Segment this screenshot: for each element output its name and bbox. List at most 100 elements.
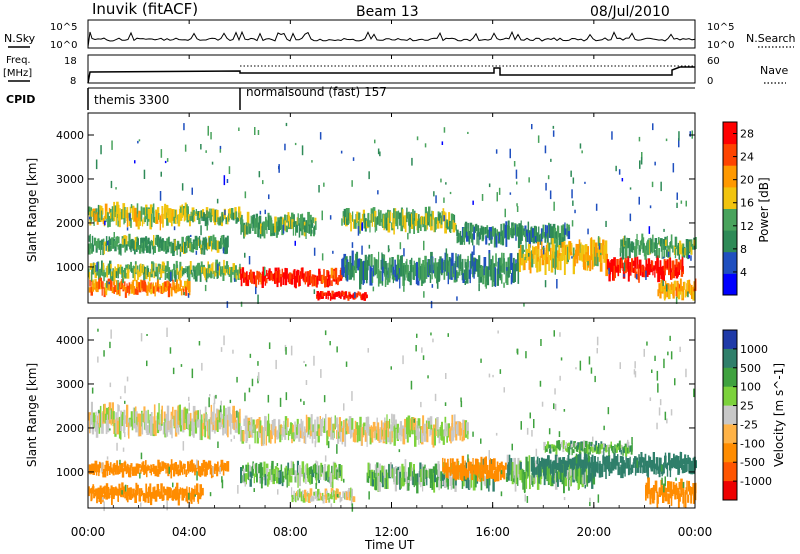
heatmap-cell — [304, 464, 307, 473]
heatmap-cell — [98, 409, 100, 414]
heatmap-cell — [241, 214, 243, 223]
heatmap-cell — [213, 467, 215, 473]
heatmap-cell — [275, 359, 277, 370]
heatmap-cell — [174, 239, 176, 251]
heatmap-cell — [213, 395, 216, 405]
heatmap-cell — [609, 444, 611, 449]
heatmap-cell — [561, 241, 565, 253]
heatmap-cell — [306, 222, 309, 233]
heatmap-cell — [524, 225, 527, 231]
heatmap-cell — [151, 416, 153, 436]
heatmap-cell — [140, 488, 143, 497]
heatmap-cell — [319, 291, 322, 298]
heatmap-cell — [204, 214, 208, 227]
heatmap-cell — [226, 301, 229, 308]
heatmap-cell — [578, 454, 581, 467]
heatmap-cell — [314, 419, 316, 433]
heatmap-cell — [561, 464, 563, 473]
heatmap-cell — [222, 247, 225, 254]
heatmap-cell — [684, 458, 688, 473]
heatmap-cell — [104, 220, 106, 226]
heatmap-cell — [543, 441, 546, 451]
heatmap-cell — [346, 420, 348, 432]
heatmap-cell — [422, 415, 425, 434]
heatmap-cell — [163, 262, 165, 270]
station-title: Inuvik (fitACF) — [92, 0, 198, 18]
heatmap-cell — [480, 225, 483, 235]
heatmap-cell — [118, 421, 120, 433]
freq-tick-top: 18 — [64, 56, 77, 67]
heatmap-cell — [309, 475, 312, 485]
heatmap-cell — [221, 211, 224, 223]
heatmap-cell — [567, 224, 570, 231]
heatmap-cell — [177, 424, 180, 435]
heatmap-cell — [349, 255, 352, 272]
heatmap-cell — [628, 262, 630, 277]
heatmap-cell — [160, 466, 162, 473]
heatmap-cell — [492, 255, 494, 270]
heatmap-cell — [129, 213, 131, 221]
heatmap-cell — [403, 248, 405, 257]
heatmap-cell — [440, 178, 442, 183]
heatmap-cell — [379, 427, 382, 439]
heatmap-cell — [293, 269, 296, 278]
heatmap-cell — [309, 429, 311, 439]
heatmap-cell — [666, 235, 668, 248]
heatmap-cell — [455, 253, 457, 268]
heatmap-cell — [286, 268, 288, 279]
heatmap-cell — [572, 200, 574, 206]
heatmap-cell — [556, 256, 559, 270]
heatmap-cell — [244, 252, 246, 258]
heatmap-cell — [287, 467, 289, 471]
heatmap-cell — [415, 213, 418, 226]
heatmap-cell — [535, 464, 538, 467]
heatmap-cell — [364, 218, 367, 232]
heatmap-cell — [385, 430, 388, 445]
heatmap-cell — [264, 209, 266, 215]
heatmap-cell — [634, 256, 636, 269]
heatmap-cell — [624, 235, 626, 246]
heatmap-cell — [172, 490, 174, 501]
heatmap-cell — [654, 463, 656, 470]
heatmap-cell — [415, 345, 417, 352]
heatmap-cell — [450, 477, 453, 490]
heatmap-cell — [447, 223, 450, 230]
heatmap-cell — [442, 457, 444, 472]
heatmap-cell — [472, 458, 474, 469]
heatmap-cell — [426, 262, 428, 276]
heatmap-cell — [266, 468, 269, 476]
colorbar-tick-label: 24 — [740, 151, 754, 164]
heatmap-cell — [223, 234, 225, 244]
heatmap-cell — [687, 454, 689, 464]
x-tick-label: 04:00 — [172, 525, 207, 539]
heatmap-cell — [549, 445, 552, 454]
heatmap-cell — [101, 239, 104, 245]
heatmap-cell — [374, 464, 377, 473]
heatmap-cell — [213, 270, 215, 279]
heatmap-cell — [201, 422, 204, 437]
heatmap-cell — [458, 255, 461, 276]
heatmap-cell — [287, 430, 290, 441]
heatmap-cell — [89, 466, 92, 475]
heatmap-cell — [363, 260, 365, 284]
heatmap-cell — [566, 470, 569, 480]
heatmap-cell — [323, 182, 325, 187]
heatmap-cell — [594, 444, 597, 451]
heatmap-cell — [337, 488, 339, 499]
heatmap-cell — [106, 486, 110, 495]
heatmap-cell — [452, 470, 455, 479]
heatmap-cell — [130, 463, 133, 468]
heatmap-cell — [262, 427, 265, 446]
heatmap-cell — [553, 460, 556, 470]
heatmap-cell — [633, 458, 635, 464]
heatmap-cell — [179, 279, 181, 290]
heatmap-cell — [250, 472, 253, 478]
heatmap-cell — [240, 217, 242, 225]
heatmap-cell — [213, 402, 215, 425]
heatmap-cell — [523, 249, 526, 252]
heatmap-cell — [559, 255, 562, 271]
heatmap-cell — [343, 478, 345, 483]
heatmap-cell — [562, 457, 564, 464]
heatmap-cell — [691, 284, 693, 299]
